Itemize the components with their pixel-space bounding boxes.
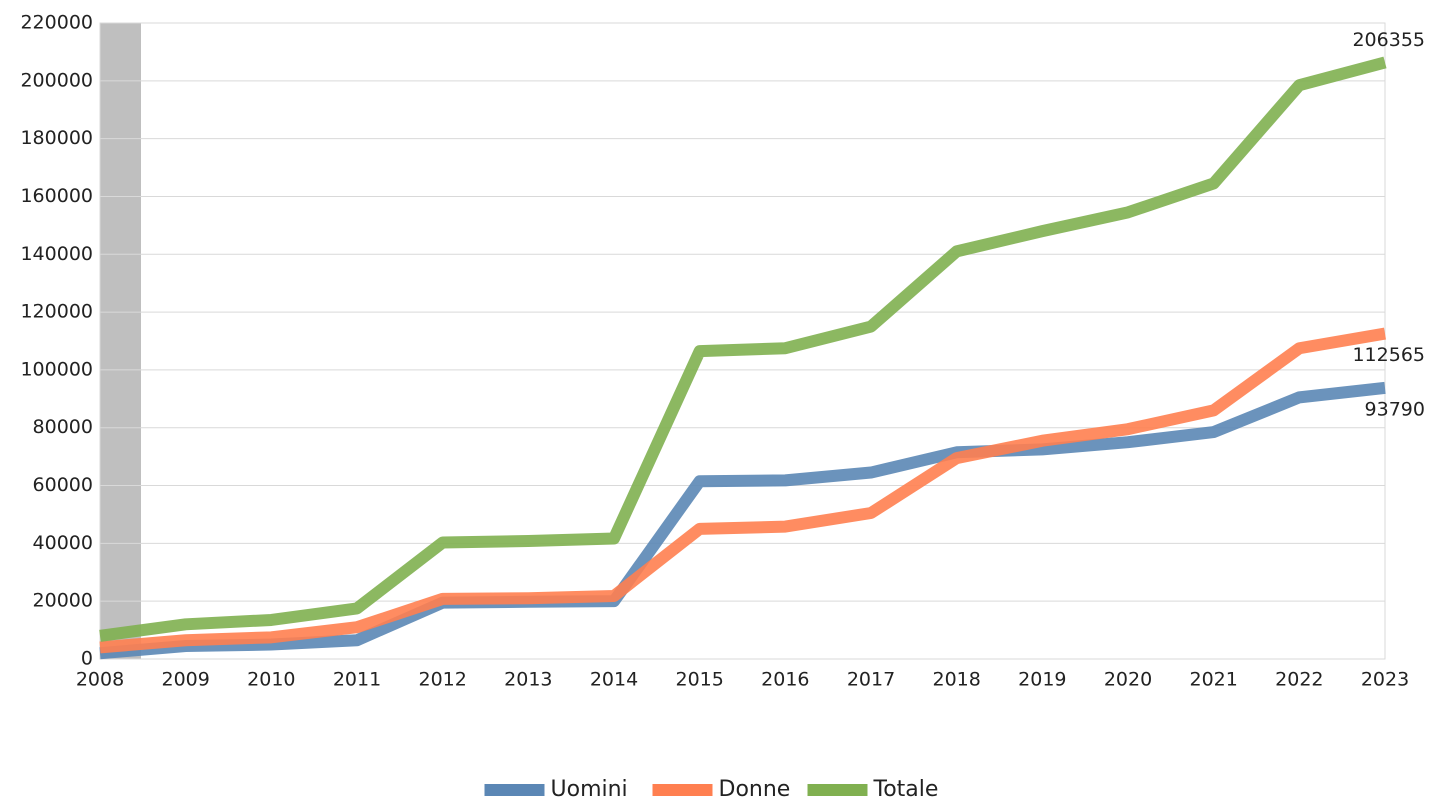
legend-swatch <box>652 784 713 796</box>
y-tick-label: 80000 <box>33 416 93 438</box>
legend-label: Uomini <box>551 777 628 801</box>
legend-swatch <box>484 784 545 796</box>
legend-label: Totale <box>873 777 939 801</box>
y-tick-label: 140000 <box>20 243 93 265</box>
series-line <box>99 56 1387 642</box>
y-tick-label: 100000 <box>20 358 93 380</box>
x-tick-label: 2014 <box>590 669 638 691</box>
x-tick-label: 2019 <box>1018 669 1066 691</box>
x-tick-label: 2013 <box>504 669 552 691</box>
y-tick-label: 20000 <box>33 590 93 612</box>
legend-swatch <box>807 784 868 796</box>
plot-frame <box>99 22 1386 660</box>
y-tick-label: 60000 <box>33 474 93 496</box>
x-tick-label: 2017 <box>847 669 895 691</box>
x-tick-label: 2010 <box>247 669 295 691</box>
y-tick-label: 120000 <box>20 301 93 323</box>
highlight-band <box>100 23 141 659</box>
data-label: 206355 <box>1352 29 1425 51</box>
legend-label: Donne <box>719 777 791 801</box>
series-line <box>99 327 1387 654</box>
x-tick-label: 2016 <box>761 669 809 691</box>
data-label: 112565 <box>1352 344 1425 366</box>
x-tick-label: 2012 <box>418 669 466 691</box>
x-tick-label: 2008 <box>76 669 124 691</box>
x-tick-label: 2022 <box>1275 669 1323 691</box>
x-tick-label: 2021 <box>1189 669 1237 691</box>
data-label: 93790 <box>1365 398 1425 420</box>
x-tick-label: 2011 <box>333 669 381 691</box>
x-tick-label: 2015 <box>675 669 723 691</box>
y-tick-label: 180000 <box>20 127 93 149</box>
x-tick-label: 2023 <box>1361 669 1409 691</box>
series-line <box>99 381 1386 660</box>
y-tick-label: 200000 <box>20 69 93 91</box>
x-tick-label: 2018 <box>932 669 980 691</box>
y-tick-label: 40000 <box>33 532 93 554</box>
grid <box>100 22 1385 660</box>
y-tick-label: 220000 <box>20 12 93 34</box>
y-tick-label: 160000 <box>20 185 93 207</box>
y-tick-label: 0 <box>81 648 93 670</box>
x-tick-label: 2020 <box>1104 669 1152 691</box>
x-tick-label: 2009 <box>161 669 209 691</box>
